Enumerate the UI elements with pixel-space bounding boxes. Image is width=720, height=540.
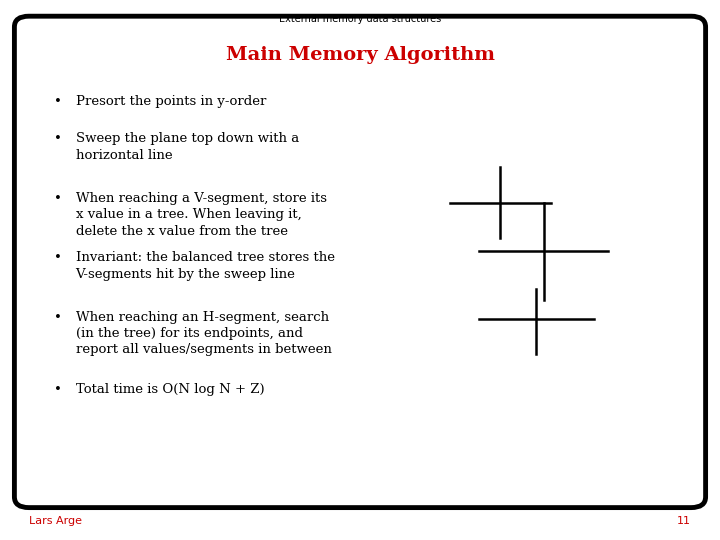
FancyBboxPatch shape	[14, 16, 706, 508]
Text: •: •	[54, 310, 62, 323]
Text: •: •	[54, 94, 62, 107]
Text: •: •	[54, 383, 62, 396]
Text: •: •	[54, 132, 62, 145]
Text: Presort the points in y-order: Presort the points in y-order	[76, 94, 266, 107]
Text: When reaching an H-segment, search
(in the tree) for its endpoints, and
report a: When reaching an H-segment, search (in t…	[76, 310, 331, 356]
Text: 11: 11	[678, 516, 691, 526]
Text: Total time is O(N log N + Z): Total time is O(N log N + Z)	[76, 383, 264, 396]
Text: Main Memory Algorithm: Main Memory Algorithm	[225, 46, 495, 64]
Text: Invariant: the balanced tree stores the
V-segments hit by the sweep line: Invariant: the balanced tree stores the …	[76, 251, 335, 281]
Text: •: •	[54, 192, 62, 205]
Text: When reaching a V-segment, store its
x value in a tree. When leaving it,
delete : When reaching a V-segment, store its x v…	[76, 192, 327, 238]
Text: •: •	[54, 251, 62, 264]
Text: Sweep the plane top down with a
horizontal line: Sweep the plane top down with a horizont…	[76, 132, 299, 162]
Text: Lars Arge: Lars Arge	[29, 516, 82, 526]
Text: External memory data structures: External memory data structures	[279, 14, 441, 24]
